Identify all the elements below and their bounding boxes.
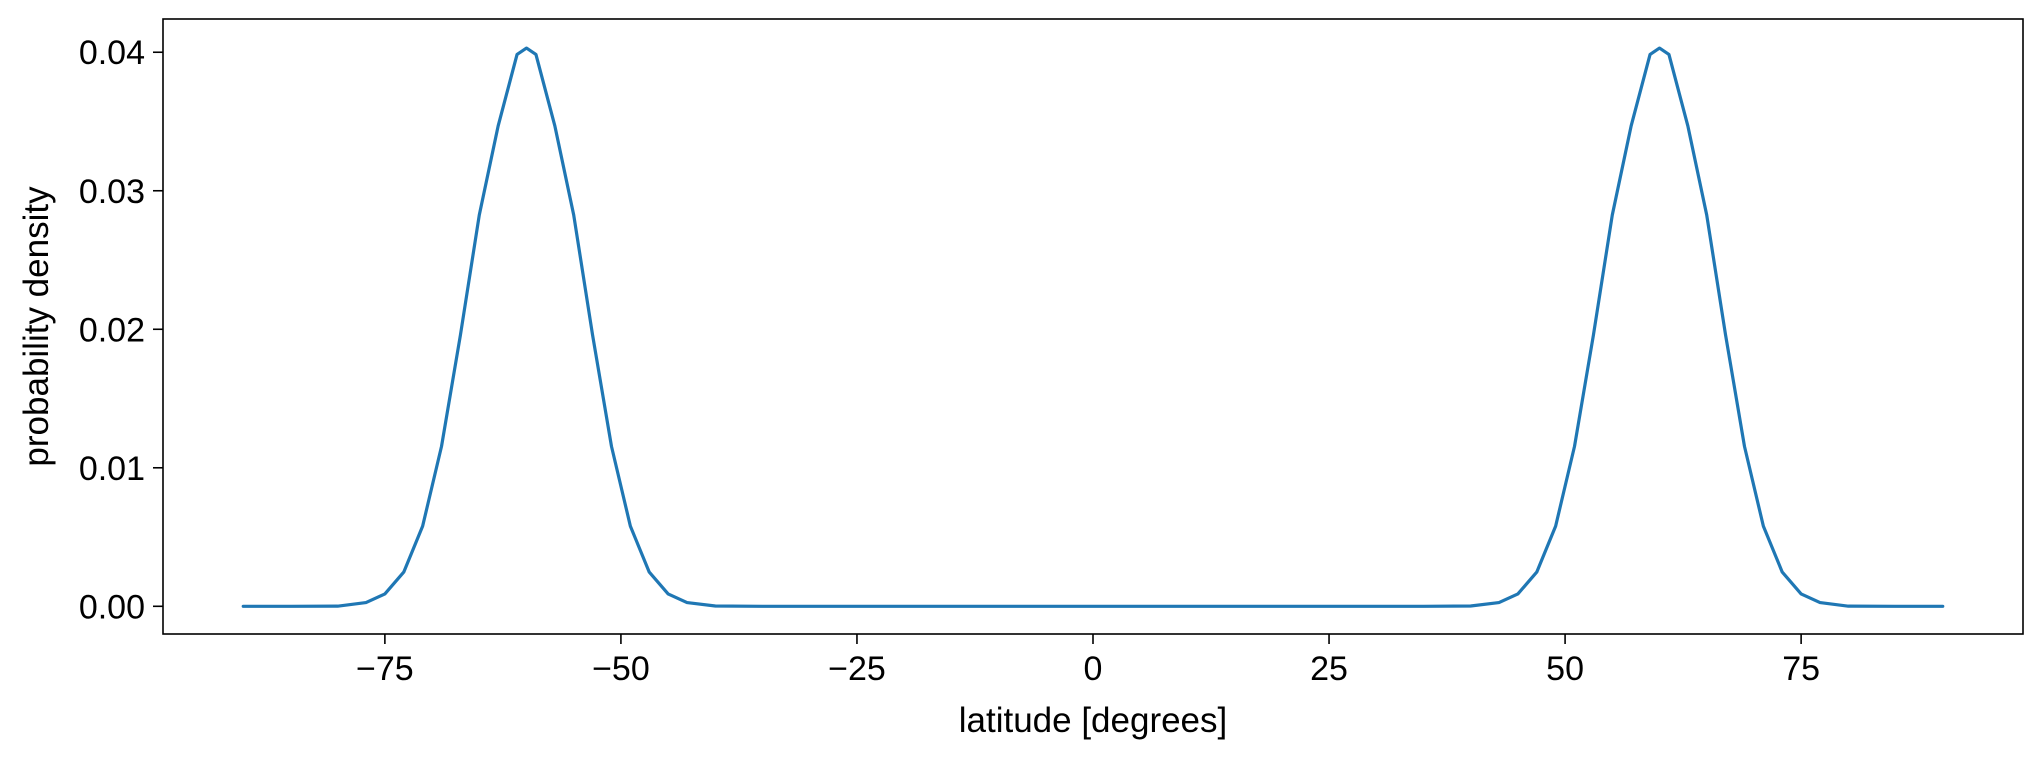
- x-tick-label: 75: [1782, 650, 1820, 688]
- y-tick-label: 0.01: [79, 450, 145, 488]
- x-tick-label: −50: [592, 650, 650, 688]
- y-axis-label: probability density: [17, 186, 56, 467]
- y-tick-label: 0.04: [79, 34, 145, 72]
- x-tick-label: 0: [1084, 650, 1103, 688]
- y-axis-ticks: 0.00 0.01 0.02 0.03 0.04: [79, 34, 163, 626]
- x-axis-ticks: −75 −50 −25 0 25 50 75: [356, 634, 1820, 688]
- y-tick-label: 0.03: [79, 173, 145, 211]
- series-layer: [241, 46, 1945, 608]
- x-axis-label: latitude [degrees]: [959, 701, 1228, 740]
- x-tick-label: 50: [1546, 650, 1584, 688]
- y-tick-label: 0.00: [79, 588, 145, 626]
- x-tick-label: −75: [356, 650, 414, 688]
- series-line: [241, 46, 1945, 608]
- x-tick-label: 25: [1310, 650, 1348, 688]
- x-tick-label: −25: [828, 650, 886, 688]
- plot-frame: [162, 18, 2024, 635]
- y-tick-label: 0.02: [79, 311, 145, 349]
